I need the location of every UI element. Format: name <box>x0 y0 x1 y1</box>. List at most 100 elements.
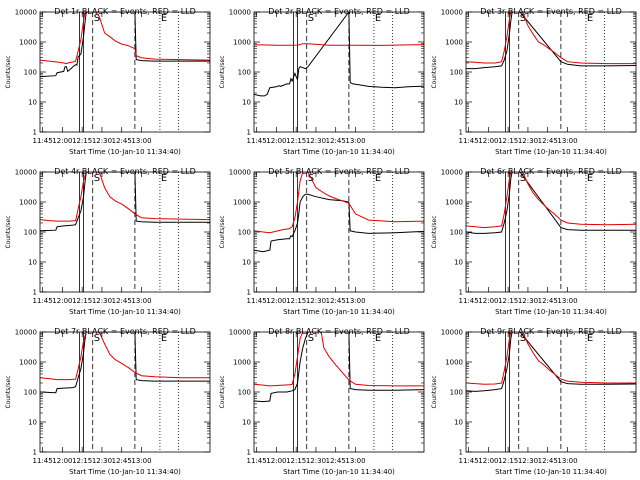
y-tick-label: 100 <box>238 69 251 77</box>
x-tick-label: 13:00 <box>557 297 577 305</box>
y-tick-label: 100 <box>24 389 37 397</box>
x-tick-label: 12:30 <box>518 137 538 145</box>
plot-frame <box>465 11 637 133</box>
x-tick-label: 12:30 <box>92 297 112 305</box>
x-tick-label: 12:00 <box>266 457 286 465</box>
plot-frame <box>39 331 211 453</box>
chart-title: Det 3r BLACK = Events, RED = LLD <box>480 7 622 16</box>
y-axis-label: Counts/sec <box>431 375 438 408</box>
y-tick-label: 100 <box>450 69 463 77</box>
x-tick-label: 12:30 <box>92 457 112 465</box>
y-tick-label: 1000 <box>233 199 251 207</box>
x-tick-label: 11:45 <box>247 457 267 465</box>
y-tick-label: 10000 <box>441 169 463 177</box>
events-series-line <box>466 172 636 234</box>
x-tick-label: 12:30 <box>306 137 326 145</box>
x-tick-label: 12:30 <box>306 457 326 465</box>
x-axis-label: Start Time (10-Jan-10 11:34:40) <box>69 308 181 316</box>
plot-frame <box>39 171 211 293</box>
y-tick-label: 10000 <box>15 329 37 337</box>
x-tick-label: 12:15 <box>72 297 92 305</box>
x-tick-label: 12:15 <box>498 297 518 305</box>
x-axis-label: Start Time (10-Jan-10 11:34:40) <box>69 148 181 156</box>
x-tick-label: 13:00 <box>557 137 577 145</box>
y-tick-label: 1 <box>247 449 251 457</box>
event-marker-letter: E <box>587 173 593 184</box>
events-series-line <box>40 12 210 78</box>
y-tick-label: 1 <box>247 289 251 297</box>
y-axis-label: Counts/sec <box>431 55 438 88</box>
series-group <box>254 172 424 253</box>
x-tick-label: 12:45 <box>326 137 346 145</box>
events-series-line <box>254 193 424 253</box>
y-tick-label: 1000 <box>445 199 463 207</box>
chart-panel-3: Det 3r BLACK = Events, RED = LLD Counts/s… <box>431 7 637 156</box>
y-tick-label: 100 <box>450 389 463 397</box>
y-tick-label: 100 <box>238 389 251 397</box>
plot-frame <box>253 11 425 133</box>
event-marker-letter: S <box>520 333 526 344</box>
x-tick-label: 12:30 <box>518 457 538 465</box>
chart-panel-8: Det 8r BLACK = Events, RED = LLD Counts/s… <box>219 327 425 476</box>
x-axis-label: Start Time (10-Jan-10 11:34:40) <box>283 308 395 316</box>
y-tick-label: 10000 <box>441 329 463 337</box>
plot-frame <box>253 171 425 293</box>
x-tick-label: 12:00 <box>478 297 498 305</box>
x-tick-label: 12:45 <box>326 457 346 465</box>
y-tick-label: 10 <box>454 259 463 267</box>
x-tick-label: 13:00 <box>345 297 365 305</box>
events-series-line <box>254 12 424 97</box>
lld-series-line <box>254 332 424 387</box>
x-tick-label: 13:00 <box>345 457 365 465</box>
y-axis-label: Counts/sec <box>219 215 226 248</box>
lld-series-line <box>40 12 210 65</box>
y-tick-label: 100 <box>24 69 37 77</box>
x-tick-label: 11:45 <box>247 297 267 305</box>
event-marker-letter: E <box>161 173 167 184</box>
x-tick-label: 11:45 <box>459 137 479 145</box>
y-tick-label: 100 <box>238 229 251 237</box>
chart-panel-4: Det 4r BLACK = Events, RED = LLD Counts/s… <box>5 167 211 316</box>
y-axis-label: Counts/sec <box>219 375 226 408</box>
x-tick-label: 13:00 <box>131 457 151 465</box>
event-marker-letter: E <box>587 13 593 24</box>
event-marker-letter: S <box>520 13 526 24</box>
x-tick-label: 12:30 <box>306 297 326 305</box>
y-tick-label: 10 <box>454 99 463 107</box>
y-axis-label: Counts/sec <box>5 55 12 88</box>
x-tick-label: 13:00 <box>131 137 151 145</box>
x-tick-label: 12:15 <box>72 457 92 465</box>
event-marker-letter: S <box>94 173 100 184</box>
y-axis-label: Counts/sec <box>219 55 226 88</box>
plot-frame <box>253 331 425 453</box>
event-marker-letter: S <box>308 333 314 344</box>
x-tick-label: 12:15 <box>286 137 306 145</box>
events-series-line <box>40 172 210 232</box>
x-tick-label: 13:00 <box>557 457 577 465</box>
x-axis-label: Start Time (10-Jan-10 11:34:40) <box>495 468 607 476</box>
y-tick-label: 10000 <box>15 169 37 177</box>
events-series-line <box>466 332 636 392</box>
lld-series-line <box>254 172 424 234</box>
y-tick-label: 10000 <box>15 9 37 17</box>
x-tick-label: 12:00 <box>52 457 72 465</box>
chart-title: Det 4r BLACK = Events, RED = LLD <box>54 167 196 176</box>
chart-title: Det 7r BLACK = Events, RED = LLD <box>54 327 196 336</box>
x-tick-label: 12:00 <box>478 457 498 465</box>
chart-title: Det 8r BLACK = Events, RED = LLD <box>268 327 410 336</box>
events-series-line <box>466 12 636 70</box>
lld-series-line <box>466 12 636 65</box>
y-tick-label: 100 <box>450 229 463 237</box>
chart-title: Det 5r BLACK = Events, RED = LLD <box>268 167 410 176</box>
chart-panel-7: Det 7r BLACK = Events, RED = LLD Counts/s… <box>5 327 211 476</box>
chart-panel-9: Det 9r BLACK = Events, RED = LLD Counts/s… <box>431 327 637 476</box>
chart-panel-1: Det 1r BLACK = Events, RED = LLD Counts/s… <box>5 7 211 156</box>
series-group <box>466 172 636 234</box>
y-tick-label: 10 <box>28 419 37 427</box>
x-tick-label: 12:45 <box>112 297 132 305</box>
y-tick-label: 10 <box>454 419 463 427</box>
x-tick-label: 12:15 <box>72 137 92 145</box>
chart-title: Det 6r BLACK = Events, RED = LLD <box>480 167 622 176</box>
event-marker-letter: S <box>94 333 100 344</box>
